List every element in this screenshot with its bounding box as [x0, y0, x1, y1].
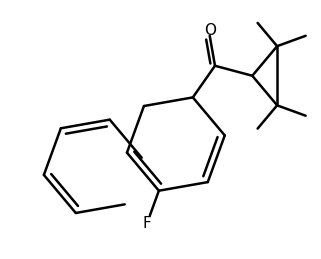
Text: O: O: [204, 23, 216, 38]
Text: F: F: [143, 216, 152, 231]
